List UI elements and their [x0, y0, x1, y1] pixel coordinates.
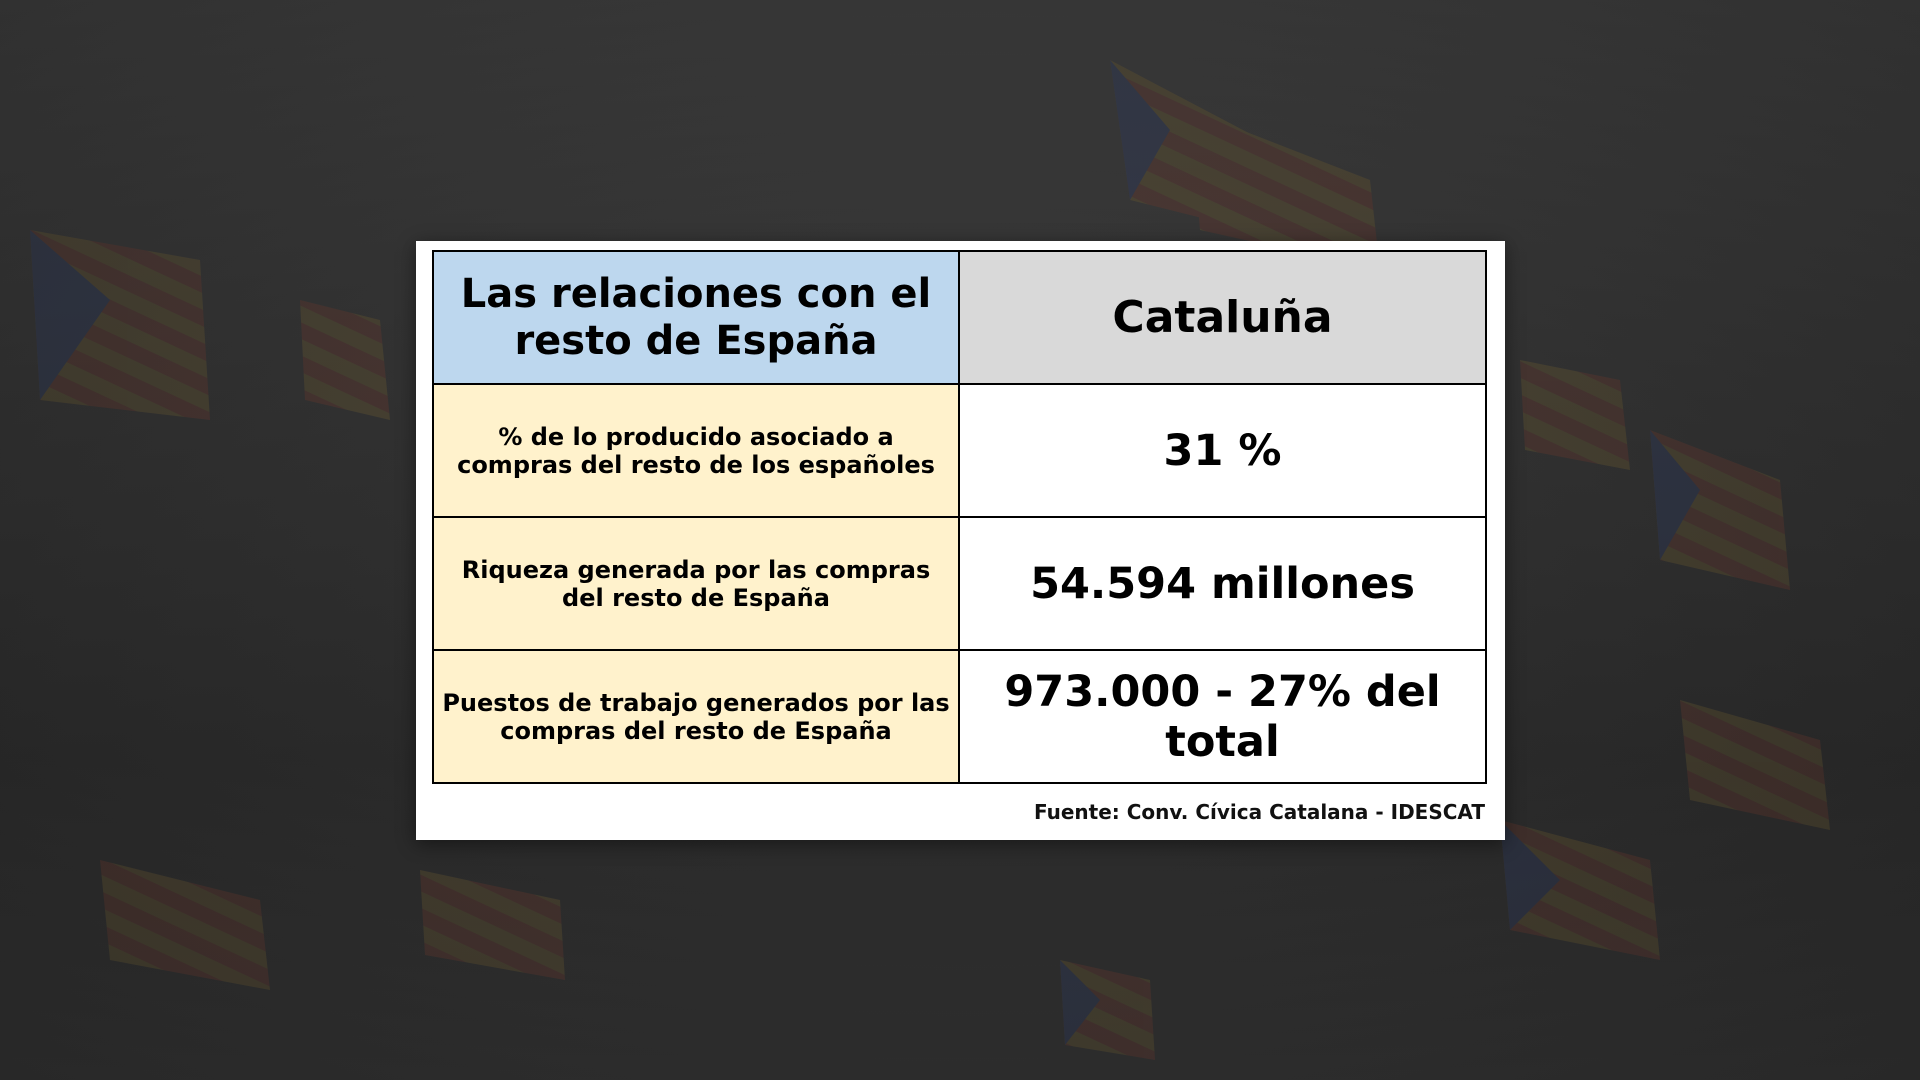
header-label-cell: Las relaciones con el resto de España	[432, 250, 960, 385]
row-label-cell: % de lo producido asociado a compras del…	[432, 383, 960, 518]
row-value-cell: 54.594 millones	[958, 516, 1487, 651]
table-card: Las relaciones con el resto de España Ca…	[416, 241, 1505, 840]
row-value-cell: 31 %	[958, 383, 1487, 518]
data-table: Las relaciones con el resto de España Ca…	[432, 250, 1487, 784]
table-header-row: Las relaciones con el resto de España Ca…	[432, 250, 1487, 385]
table-row: Riqueza generada por las compras del res…	[432, 516, 1487, 651]
row-label-cell: Puestos de trabajo generados por las com…	[432, 649, 960, 784]
source-note: Fuente: Conv. Cívica Catalana - IDESCAT	[1033, 800, 1485, 824]
table-row: Puestos de trabajo generados por las com…	[432, 649, 1487, 784]
table-row: % de lo producido asociado a compras del…	[432, 383, 1487, 518]
row-value-cell: 973.000 - 27% del total	[958, 649, 1487, 784]
header-column-cell: Cataluña	[958, 250, 1487, 385]
row-label-cell: Riqueza generada por las compras del res…	[432, 516, 960, 651]
